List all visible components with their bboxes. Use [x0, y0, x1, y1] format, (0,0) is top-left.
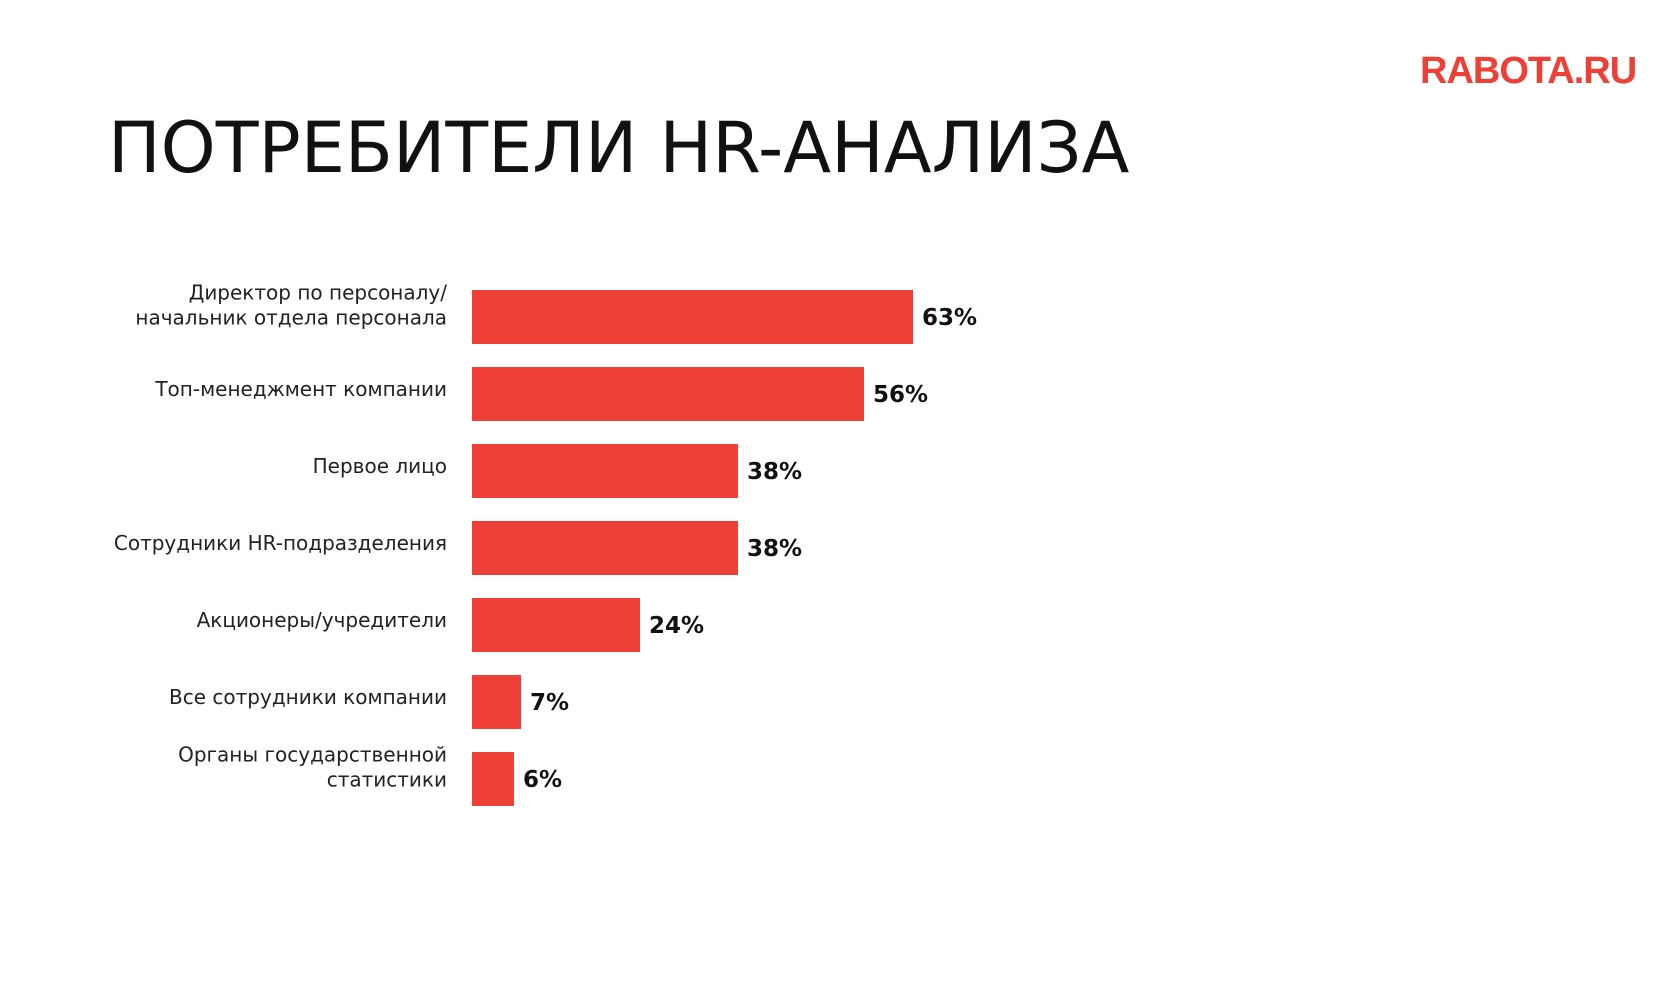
rabota-ru-logo: RABOTA.RU	[1420, 50, 1637, 92]
category-label-line: Топ-менеджмент компании	[154, 377, 447, 401]
bar-value-label: 38%	[747, 536, 802, 562]
bar-value-label: 56%	[873, 382, 928, 408]
bar	[472, 675, 521, 729]
bar	[472, 367, 864, 421]
category-label-line: Сотрудники HR-подразделения	[114, 531, 447, 555]
category-label: Первое лицо	[313, 454, 447, 478]
bar	[472, 290, 913, 344]
category-label-line: статистики	[327, 768, 447, 792]
category-label: Все сотрудники компании	[169, 685, 447, 709]
bar	[472, 598, 640, 652]
category-label: Акционеры/учредители	[197, 608, 447, 632]
category-label: Сотрудники HR-подразделения	[114, 531, 447, 555]
page-title: ПОТРЕБИТЕЛИ HR-АНАЛИЗА	[108, 107, 1130, 189]
bar-value-label: 7%	[530, 690, 569, 716]
category-label-line: Первое лицо	[313, 454, 447, 478]
category-label-line: начальник отдела персонала	[135, 306, 447, 330]
bar-value-label: 6%	[523, 767, 562, 793]
bar	[472, 521, 738, 575]
bar	[472, 444, 738, 498]
category-label-line: Все сотрудники компании	[169, 685, 447, 709]
category-label-line: Органы государственной	[178, 743, 447, 767]
category-label-line: Директор по персоналу/	[189, 281, 448, 305]
bar-value-label: 24%	[649, 613, 704, 639]
bar-value-label: 38%	[747, 459, 802, 485]
bar	[472, 752, 514, 806]
category-label-line: Акционеры/учредители	[197, 608, 447, 632]
category-label: Директор по персоналу/начальник отдела п…	[135, 281, 447, 330]
category-label: Топ-менеджмент компании	[154, 377, 447, 401]
category-label: Органы государственной статистики	[178, 743, 447, 792]
bar-value-label: 63%	[922, 305, 977, 331]
